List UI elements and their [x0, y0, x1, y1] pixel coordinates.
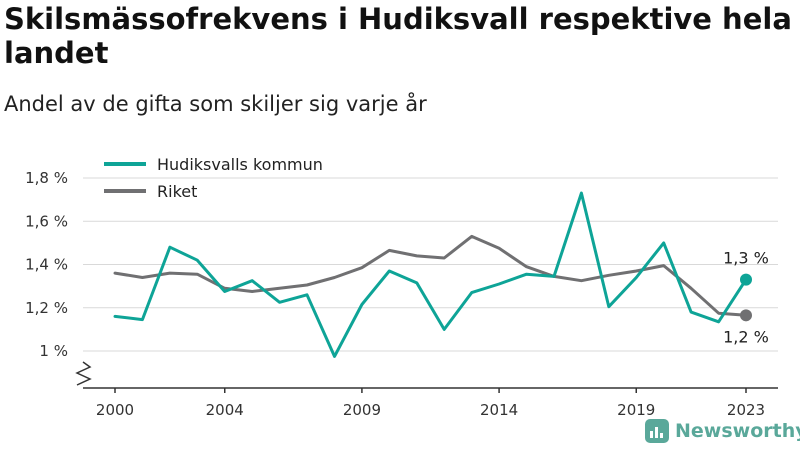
series-end-label: 1,3 %	[723, 249, 769, 268]
legend-label: Hudiksvalls kommun	[157, 155, 323, 174]
y-tick-label: 1,2 %	[25, 299, 68, 317]
x-tick-label: 2004	[206, 401, 244, 419]
series-end-label: 1,2 %	[723, 327, 769, 346]
x-tick-label: 2009	[343, 401, 381, 419]
bar-chart-icon	[645, 419, 669, 443]
brand-name: Newsworthy	[675, 420, 800, 442]
legend-label: Riket	[157, 182, 197, 201]
y-tick-label: 1,6 %	[25, 212, 68, 230]
series-line-hudiksvall	[113, 191, 748, 358]
y-tick-label: 1,4 %	[25, 256, 68, 274]
axis-break-icon	[75, 361, 92, 386]
brand-logo: Newsworthy	[645, 419, 800, 443]
x-tick-label: 2014	[480, 401, 518, 419]
x-tick-label: 2000	[96, 401, 134, 419]
series-end-point	[740, 309, 752, 322]
x-tick-label: 2019	[617, 401, 655, 419]
series-end-point	[740, 273, 752, 286]
y-tick-label: 1,8 %	[25, 169, 68, 187]
y-tick-label: 1 %	[39, 342, 68, 360]
chart-title: Skilsmässofrekvens i Hudiksvall respekti…	[4, 2, 792, 70]
chart-subtitle: Andel av de gifta som skiljer sig varje …	[4, 92, 427, 116]
x-tick-label: 2023	[727, 401, 765, 419]
